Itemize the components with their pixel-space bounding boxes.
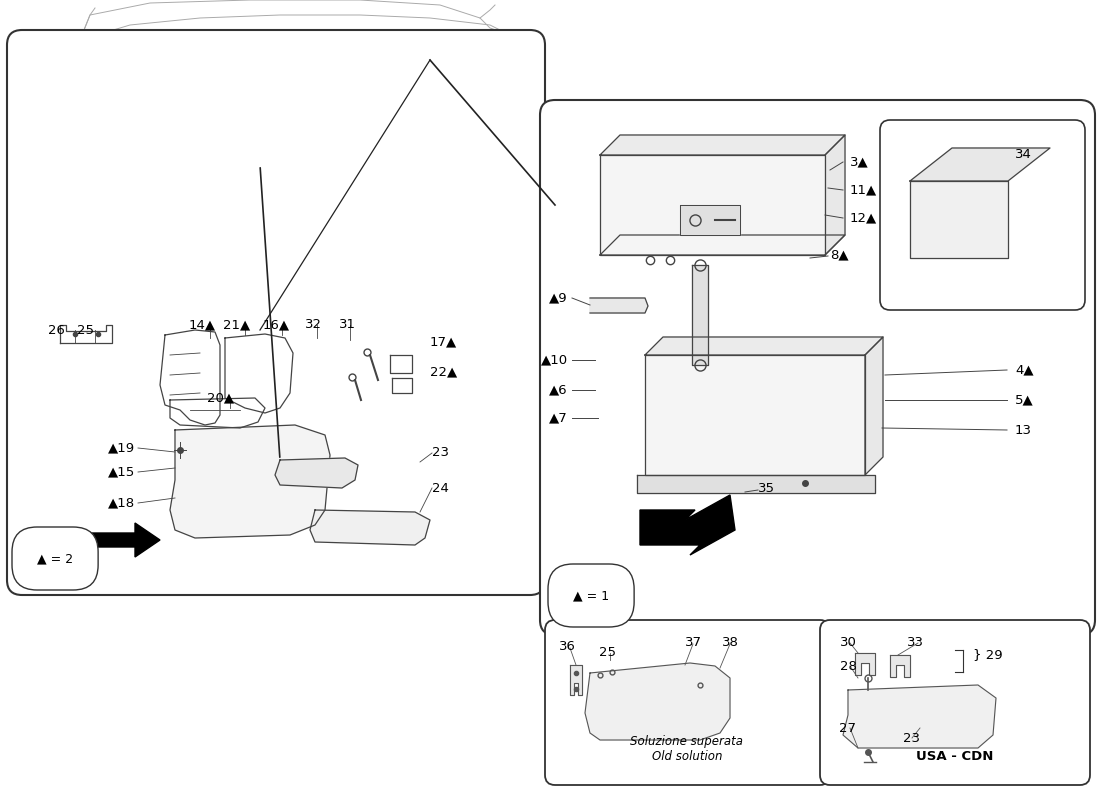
Text: 22▲: 22▲ — [430, 366, 458, 378]
FancyBboxPatch shape — [540, 100, 1094, 635]
Polygon shape — [585, 663, 730, 740]
Polygon shape — [65, 523, 160, 557]
Text: ▲19: ▲19 — [108, 442, 135, 454]
Text: spares: spares — [682, 333, 817, 367]
Text: 32: 32 — [305, 318, 321, 331]
Polygon shape — [600, 155, 825, 255]
Text: 11▲: 11▲ — [850, 183, 878, 197]
Text: ▲18: ▲18 — [108, 497, 135, 510]
Text: 25: 25 — [77, 323, 94, 337]
Text: 24: 24 — [432, 482, 449, 494]
Polygon shape — [645, 337, 883, 355]
Polygon shape — [910, 148, 1050, 181]
Text: eutospares: eutospares — [98, 261, 342, 299]
Text: } 29: } 29 — [974, 649, 1002, 662]
Text: spares: spares — [682, 333, 817, 367]
Polygon shape — [600, 235, 845, 255]
Polygon shape — [310, 510, 430, 545]
Text: 26: 26 — [47, 323, 65, 337]
FancyBboxPatch shape — [544, 620, 830, 785]
Polygon shape — [890, 655, 910, 677]
Text: spares: spares — [901, 690, 979, 710]
Text: 38: 38 — [722, 637, 738, 650]
Text: 5▲: 5▲ — [1015, 394, 1034, 406]
Text: 14▲: 14▲ — [188, 318, 216, 331]
Text: spares: spares — [623, 688, 717, 712]
Text: eutospares: eutospares — [98, 261, 342, 299]
Polygon shape — [910, 181, 1008, 258]
Text: 3▲: 3▲ — [850, 155, 869, 169]
Text: 25: 25 — [598, 646, 616, 659]
FancyBboxPatch shape — [820, 620, 1090, 785]
Polygon shape — [855, 653, 875, 675]
Polygon shape — [600, 135, 845, 155]
Polygon shape — [645, 355, 865, 475]
Polygon shape — [640, 495, 735, 555]
Text: 23: 23 — [903, 731, 921, 745]
Polygon shape — [570, 665, 582, 695]
Polygon shape — [843, 685, 996, 748]
FancyBboxPatch shape — [880, 120, 1085, 310]
Text: 21▲: 21▲ — [223, 318, 251, 331]
Text: ▲ = 1: ▲ = 1 — [573, 589, 609, 602]
Text: 36: 36 — [559, 641, 575, 654]
Text: ▲ = 2: ▲ = 2 — [37, 552, 73, 565]
Text: 4▲: 4▲ — [1015, 363, 1034, 377]
Text: ▲7: ▲7 — [549, 411, 568, 425]
Text: ▲15: ▲15 — [108, 466, 135, 478]
Text: 17▲: 17▲ — [430, 335, 458, 349]
Text: ▲6: ▲6 — [549, 383, 568, 397]
Polygon shape — [825, 135, 845, 255]
Polygon shape — [692, 265, 708, 365]
Text: ▲10: ▲10 — [541, 354, 568, 366]
Polygon shape — [170, 425, 330, 538]
Text: 33: 33 — [906, 637, 924, 650]
Text: 13: 13 — [1015, 423, 1032, 437]
Text: spares: spares — [623, 688, 717, 712]
Text: 34: 34 — [1015, 149, 1032, 162]
FancyBboxPatch shape — [7, 30, 544, 595]
Text: 37: 37 — [684, 637, 702, 650]
Text: 20▲: 20▲ — [208, 391, 234, 405]
Text: spares: spares — [901, 690, 979, 710]
Text: 8▲: 8▲ — [830, 249, 848, 262]
Text: 35: 35 — [758, 482, 776, 494]
Text: 28: 28 — [839, 659, 857, 673]
Text: 27: 27 — [839, 722, 857, 734]
Text: 12▲: 12▲ — [850, 211, 878, 225]
Text: ▲9: ▲9 — [549, 291, 568, 305]
Polygon shape — [590, 298, 648, 313]
Text: USA - CDN: USA - CDN — [916, 750, 993, 763]
Text: 30: 30 — [839, 637, 857, 650]
Polygon shape — [637, 475, 874, 493]
Polygon shape — [680, 205, 740, 235]
Text: 31: 31 — [339, 318, 355, 331]
Text: 16▲: 16▲ — [263, 318, 289, 331]
Text: 23: 23 — [432, 446, 449, 459]
Polygon shape — [865, 337, 883, 475]
Text: Soluzione superata
Old solution: Soluzione superata Old solution — [630, 735, 744, 763]
Polygon shape — [275, 458, 358, 488]
